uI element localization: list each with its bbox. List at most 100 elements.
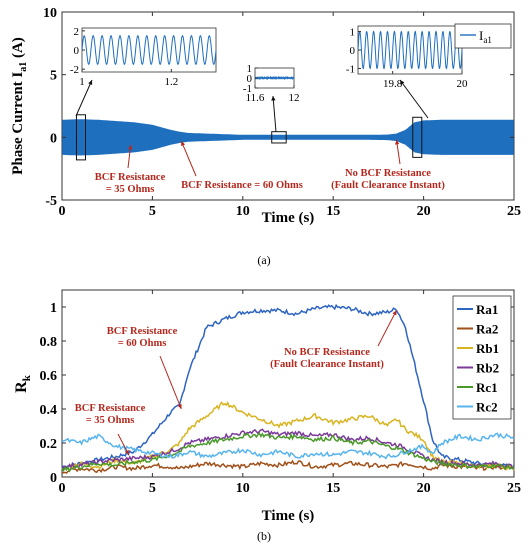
series-line-rb2 — [61, 428, 515, 470]
annotation-arrow-head — [392, 310, 397, 316]
y-tick-label-a: -5 — [45, 194, 57, 209]
inset-trace — [357, 30, 463, 70]
inset-y-tick-label: 1 — [247, 63, 253, 75]
x-tick-label-b: 20 — [417, 481, 431, 496]
y-tick-label-b: 0.2 — [40, 437, 58, 452]
inset-trace — [254, 75, 295, 81]
annotation-arrow-head — [177, 404, 182, 409]
annotation-arrow-head — [394, 139, 400, 145]
x-tick-label-b: 0 — [59, 481, 66, 496]
legend-label-ra2: Ra2 — [476, 322, 498, 337]
annotation-text: BCF Resistance — [107, 326, 178, 337]
x-tick-label-a: 15 — [326, 204, 340, 219]
annotation-text: BCF Resistance — [75, 403, 146, 414]
inset-y-tick-label: 0 — [74, 45, 80, 57]
annotation-text: (Fault Clearance Instant) — [331, 180, 445, 191]
inset-x-tick-label: 19.8 — [383, 78, 403, 90]
legend-a: Ia1 — [454, 23, 512, 49]
inset-x-tick-label: 11.6 — [246, 92, 265, 104]
inset-y-tick-label: -2 — [70, 64, 79, 76]
inset-3: 19.8 20 -1 0 1 — [346, 25, 469, 90]
annotation-arrow — [180, 140, 197, 177]
series-line-rc1 — [61, 432, 515, 473]
inset-trace — [81, 34, 217, 66]
y-tick-label-b: 0.6 — [40, 369, 58, 384]
legend-label-ia1: Ia1 — [479, 28, 492, 45]
y-tick-label-b: 1 — [50, 301, 57, 316]
legend-label-rc2: Rc2 — [476, 400, 498, 415]
annotation-text: = 35 Ohms — [86, 415, 135, 426]
inset-1: 1 1.2 -2 0 2 — [70, 26, 217, 88]
rk-series-lines — [61, 303, 515, 474]
x-tick-label-b: 15 — [326, 481, 340, 496]
annotations-a: BCF Resistance= 35 Ohms BCF Resistance = … — [95, 139, 445, 195]
y-axis-label-b: Rk — [13, 374, 33, 393]
annotation-arrow — [159, 355, 182, 410]
legend-label-ra1: Ra1 — [476, 302, 498, 317]
annotation-text: No BCF Resistance — [345, 168, 431, 179]
annotation-arrow-head — [128, 144, 133, 150]
x-tick-label-a: 20 — [417, 204, 431, 219]
y-tick-label-a: 0 — [50, 131, 57, 146]
inset-x-tick-label: 12 — [289, 92, 300, 104]
axes-frame-a — [61, 11, 515, 201]
y-tick-label-a: 5 — [50, 69, 57, 84]
x-tick-label-a: 10 — [236, 204, 250, 219]
x-axis-label-b: Time (s) — [262, 508, 315, 524]
x-tick-label-b: 10 — [236, 481, 250, 496]
legend-label-rb2: Rb2 — [476, 361, 499, 376]
series-line-rc2 — [61, 432, 515, 460]
x-tick-label-a: 25 — [507, 204, 521, 219]
y-tick-label-b: 0.4 — [40, 403, 58, 418]
annotation-text: = 35 Ohms — [106, 184, 155, 195]
annotation-text: = 60 Ohms — [118, 338, 167, 349]
inset-x-tick-label: 1.2 — [164, 76, 178, 88]
zoom-arrow — [399, 79, 429, 119]
annotation-arrow-head — [124, 449, 129, 455]
panel-label-b: (b) — [257, 529, 271, 543]
annotation-text: No BCF Resistance — [284, 347, 370, 358]
zoom-box — [271, 131, 287, 144]
series-line-rb1 — [61, 401, 515, 472]
zoom-arrow-head — [271, 96, 276, 101]
zoom-box — [75, 114, 87, 161]
y-tick-label-a: 10 — [43, 6, 57, 21]
x-tick-label-a: 5 — [149, 204, 156, 219]
zoom-arrow — [75, 79, 93, 117]
x-axis-label-a: Time (s) — [262, 210, 315, 226]
annotation-text: (Fault Clearance Instant) — [270, 359, 384, 370]
legend-label-rc1: Rc1 — [476, 380, 498, 395]
x-tick-label-b: 5 — [149, 481, 156, 496]
axis-ticks-b: 0 5 10 15 20 25 0 0.2 0.4 0.6 0.8 1 — [40, 290, 521, 496]
annotation-arrow-head — [181, 141, 186, 147]
axes-frame-b — [61, 289, 515, 478]
inset-2: 11.6 12 -101 — [243, 63, 300, 104]
zoom-arrow-head — [400, 80, 405, 85]
zoom-box — [412, 116, 423, 158]
legend-label-rb1: Rb1 — [476, 341, 499, 356]
y-tick-label-b: 0.8 — [40, 335, 58, 350]
zoom-arrow — [272, 95, 277, 133]
x-tick-label-b: 25 — [507, 481, 521, 496]
inset-x-tick-label: 20 — [457, 78, 469, 90]
legend-box-b — [452, 295, 512, 420]
series-line-ra2 — [61, 459, 515, 474]
inset-y-tick-label: -1 — [243, 83, 252, 95]
inset-y-tick-label: 2 — [74, 26, 80, 38]
inset-y-tick-label: -1 — [346, 63, 355, 75]
legend-b: Ra1 Ra2 Rb1 Rb2 Rc1 Rc2 — [452, 295, 512, 420]
x-tick-label-a: 0 — [59, 204, 66, 219]
annotation-text: BCF Resistance — [95, 172, 166, 183]
y-axis-label-a: Phase Current Ia1 (A) — [10, 37, 29, 175]
inset-y-tick-label: 0 — [350, 45, 356, 57]
panel-label-a: (a) — [257, 253, 270, 267]
zoom-arrow-head — [88, 80, 93, 85]
legend-box-a — [454, 23, 512, 49]
inset-y-tick-label: 1 — [350, 27, 356, 39]
